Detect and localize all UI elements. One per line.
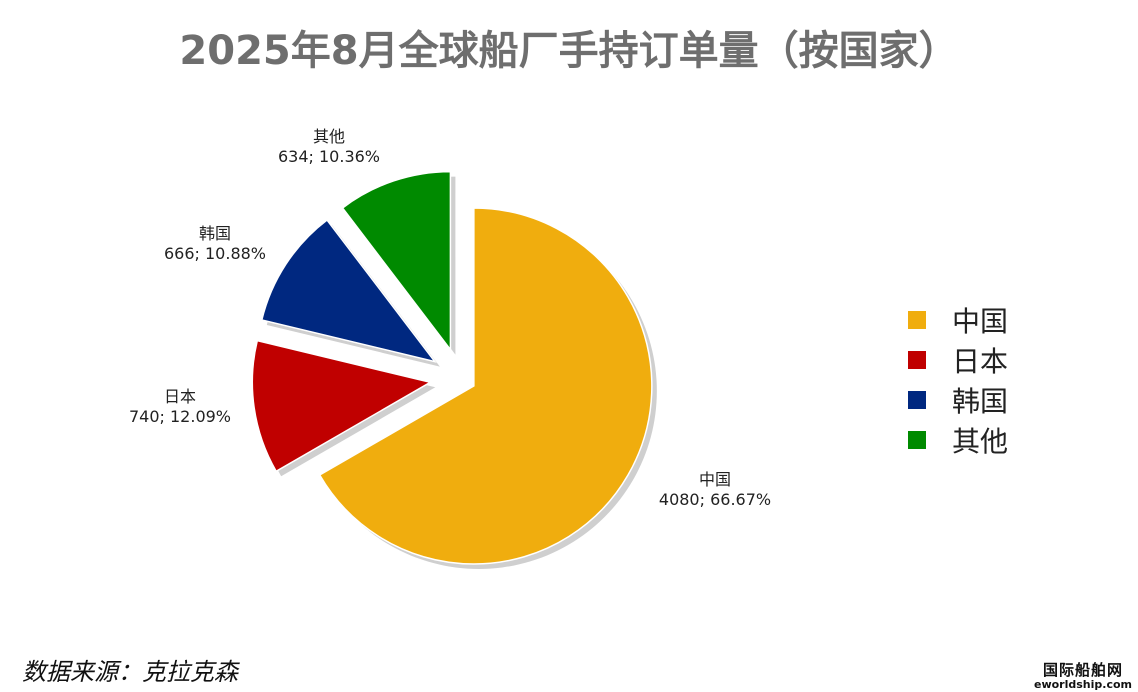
legend-swatch [908, 391, 926, 409]
source-note: 数据来源：克拉克森 [22, 658, 238, 686]
data-label-china: 中国 4080; 66.67% [650, 470, 780, 510]
legend-item-china: 中国 [908, 300, 1008, 340]
legend: 中国 日本 韩国 其他 [908, 300, 1008, 460]
label-value: 740; 12.09% [128, 407, 232, 426]
slice-korea [260, 218, 437, 363]
legend-swatch [908, 431, 926, 449]
logo-url: eworldship.com [1034, 678, 1132, 691]
data-label-korea: 韩国 666; 10.88% [150, 224, 280, 264]
legend-label: 中国 [952, 305, 1009, 338]
logo-name: 国际船舶网 [1042, 661, 1123, 679]
label-value: 634; 10.36% [277, 147, 381, 166]
label-value: 666; 10.88% [163, 244, 267, 263]
chart-title: 2025年8月全球船厂手持订单量（按国家） [179, 28, 959, 74]
data-label-japan: 日本 740; 12.09% [115, 387, 245, 427]
legend-item-japan: 日本 [908, 340, 1008, 380]
legend-swatch [908, 311, 926, 329]
label-category: 韩国 [198, 224, 231, 243]
legend-label: 韩国 [952, 385, 1009, 418]
label-value: 4080; 66.67% [658, 490, 772, 509]
label-category: 日本 [163, 387, 196, 406]
legend-label: 日本 [952, 345, 1009, 378]
slice-other [341, 170, 452, 352]
legend-item-other: 其他 [908, 420, 1008, 460]
slice-china [318, 207, 653, 565]
data-label-other: 其他 634; 10.36% [264, 127, 394, 167]
legend-label: 其他 [952, 425, 1009, 458]
legend-swatch [908, 351, 926, 369]
slice-japan [251, 339, 433, 473]
legend-item-korea: 韩国 [908, 380, 1008, 420]
watermark-logo: 国际船舶网 eworldship.com [1030, 662, 1136, 691]
label-category: 中国 [698, 470, 731, 489]
label-category: 其他 [312, 127, 345, 146]
